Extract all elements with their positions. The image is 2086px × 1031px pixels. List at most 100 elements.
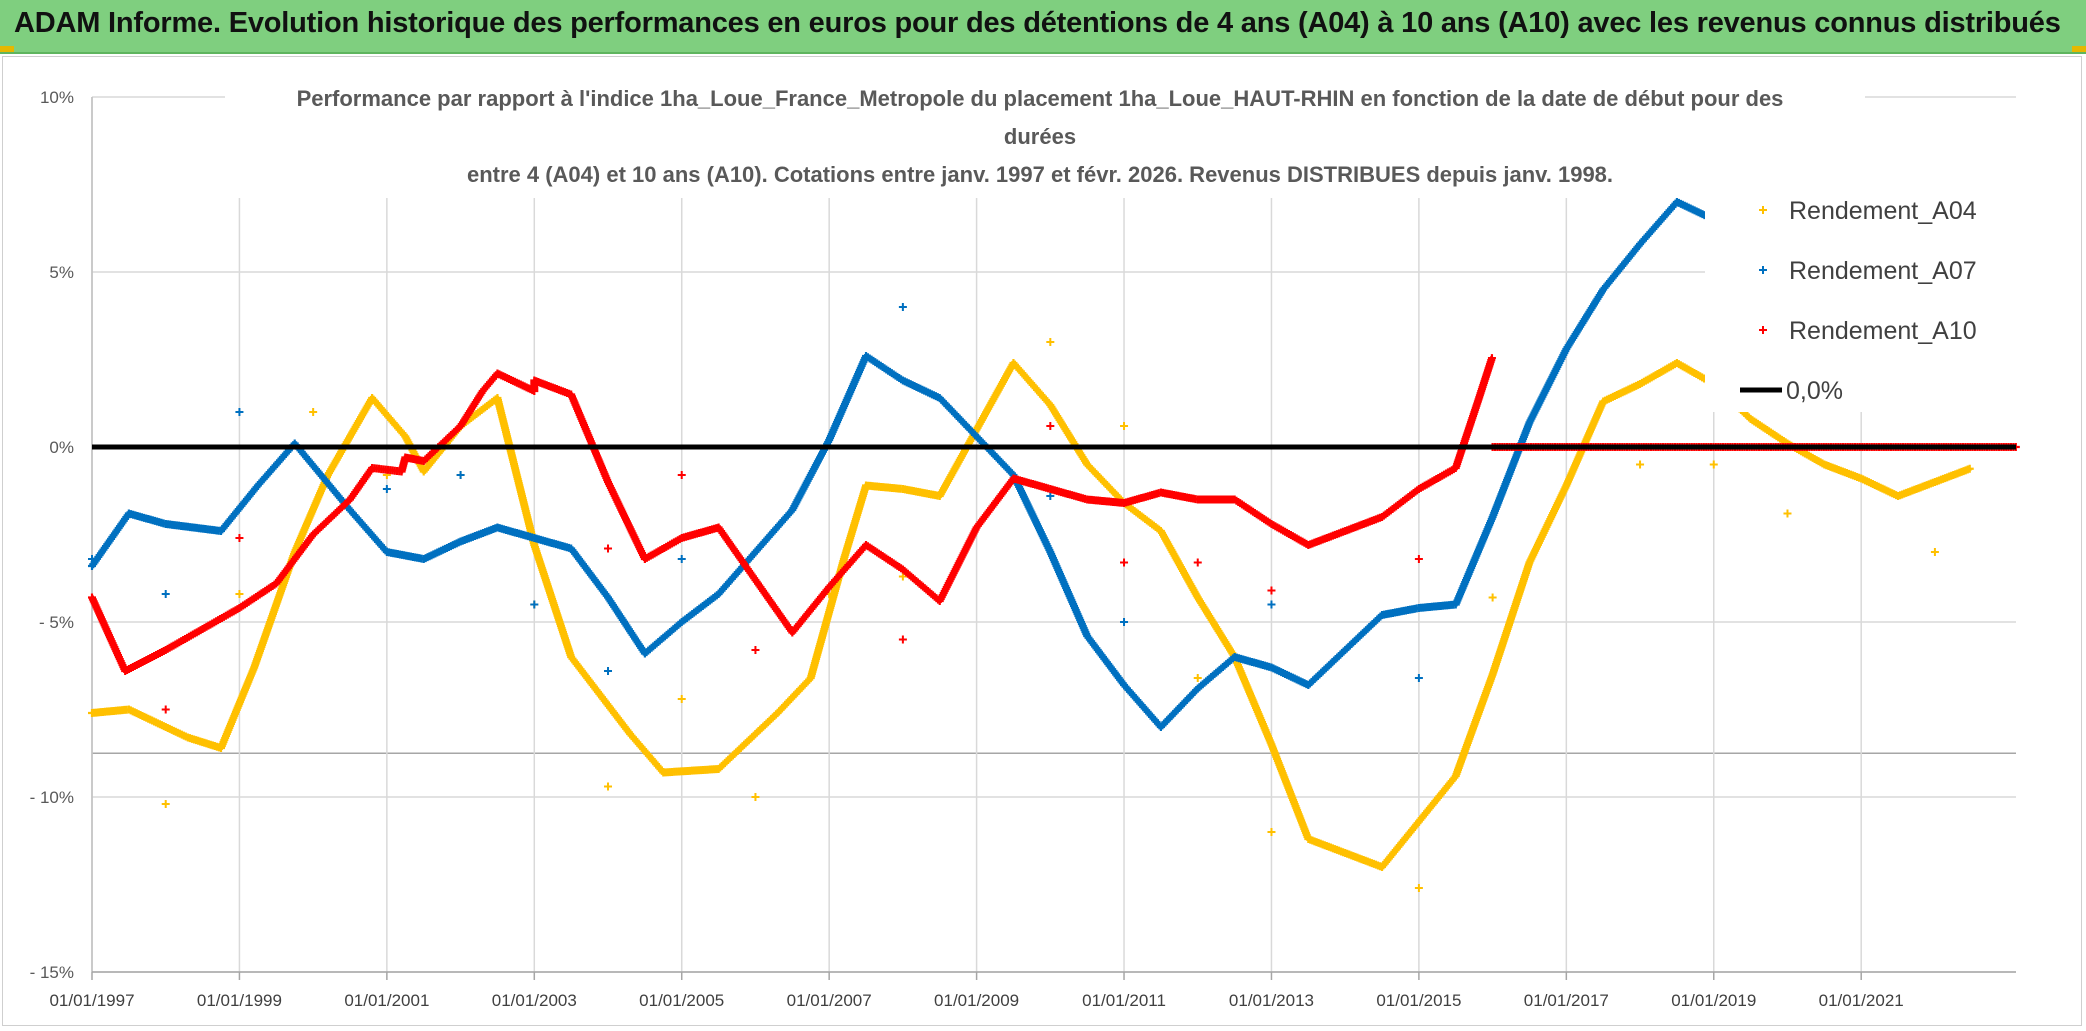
series-segment-A07 bbox=[1156, 686, 1201, 731]
series-A07 bbox=[88, 198, 1709, 731]
series-segment-A04 bbox=[567, 653, 633, 737]
series-segment-A07 bbox=[124, 509, 168, 528]
series-segment-A04 bbox=[1857, 474, 1901, 500]
series-segment-A07 bbox=[1378, 604, 1421, 619]
series-segment-A07 bbox=[1083, 632, 1127, 688]
series-segment-A07 bbox=[382, 548, 426, 563]
series-segment-A07 bbox=[751, 507, 795, 556]
outlier-point-A07 bbox=[677, 555, 686, 563]
y-tick-label: 10% bbox=[40, 88, 74, 107]
series-segment-A10 bbox=[1046, 485, 1089, 503]
series-segment-A04 bbox=[1267, 740, 1312, 841]
outlier-point-A04 bbox=[604, 782, 613, 791]
series-segment-A04 bbox=[862, 481, 905, 493]
series-segment-A07 bbox=[862, 352, 906, 384]
series-segment-A10 bbox=[1267, 520, 1311, 548]
series-segment-A10 bbox=[1473, 354, 1496, 406]
series-segment-A04 bbox=[1894, 478, 1937, 500]
x-tick-label: 01/01/2005 bbox=[639, 991, 724, 1010]
chart-title-line-2: durées bbox=[1004, 124, 1076, 149]
series-segment-A07 bbox=[972, 432, 1016, 478]
series-segment-A04 bbox=[898, 485, 942, 500]
series-segment-A04 bbox=[323, 395, 376, 479]
outlier-point-A07 bbox=[235, 408, 244, 416]
outlier-point-A07 bbox=[161, 590, 170, 598]
outlier-point-A04 bbox=[1709, 460, 1718, 469]
outlier-point-A04 bbox=[1414, 884, 1423, 892]
x-tick-label: 01/01/2007 bbox=[787, 991, 872, 1010]
outlier-point-A07 bbox=[382, 485, 391, 493]
series-segment-A10 bbox=[677, 524, 721, 542]
series-A10 bbox=[88, 354, 2020, 714]
x-tick-label: 01/01/2013 bbox=[1229, 991, 1314, 1010]
series-segment-A07 bbox=[1341, 612, 1385, 654]
y-tick-label: 0% bbox=[49, 438, 74, 457]
outlier-point-A10 bbox=[1267, 586, 1276, 595]
x-tick-label: 01/01/2015 bbox=[1376, 991, 1461, 1010]
series-segment-A07 bbox=[419, 538, 463, 563]
chart-title-line-3: entre 4 (A04) et 10 ans (A10). Cotations… bbox=[467, 162, 1613, 187]
outlier-point-A07 bbox=[604, 667, 613, 675]
series-segment-A10 bbox=[1341, 513, 1384, 535]
chart-frame bbox=[2, 56, 2082, 1026]
series-segment-A10 bbox=[493, 369, 537, 395]
x-tick-label: 01/01/2021 bbox=[1819, 991, 1904, 1010]
series-segment-A10 bbox=[198, 605, 242, 633]
series-segment-A07 bbox=[640, 619, 685, 658]
x-tick-label: 01/01/2017 bbox=[1524, 991, 1609, 1010]
outlier-point-A10 bbox=[1414, 555, 1423, 563]
legend-label-A04: Rendement_A04 bbox=[1789, 197, 1977, 225]
series-segment-A07 bbox=[898, 376, 942, 402]
outlier-point-A04 bbox=[1636, 460, 1645, 469]
series-segment-A04 bbox=[1341, 849, 1384, 871]
x-tick-label: 01/01/1997 bbox=[49, 991, 134, 1010]
series-segment-A07 bbox=[1414, 600, 1458, 612]
series-segment-A04 bbox=[88, 705, 131, 717]
series-segment-A04 bbox=[124, 705, 168, 731]
outlier-point-A04 bbox=[1046, 338, 1055, 346]
outlier-point-A04 bbox=[1120, 422, 1129, 430]
x-tick-label: 01/01/2001 bbox=[344, 991, 429, 1010]
series-segment-A04 bbox=[972, 360, 1017, 434]
series-segment-A04 bbox=[1746, 415, 1790, 447]
series-segment-A04 bbox=[493, 394, 538, 547]
series-segment-A07 bbox=[456, 524, 500, 546]
outlier-point-A10 bbox=[235, 534, 244, 542]
outlier-point-A07 bbox=[1414, 674, 1423, 682]
series-segment-A10 bbox=[862, 541, 906, 573]
series-segment-A07 bbox=[677, 591, 721, 626]
series-segment-A04 bbox=[1193, 593, 1238, 660]
series-segment-A10 bbox=[1414, 465, 1458, 493]
outlier-point-A07 bbox=[456, 471, 465, 479]
legend-swatch-A04 bbox=[1759, 206, 1767, 214]
chart-title-line-1: Performance par rapport à l'indice 1ha_L… bbox=[297, 86, 1784, 111]
outlier-point-A04 bbox=[1488, 593, 1497, 602]
series-segment-A04 bbox=[1488, 560, 1533, 679]
legend-label-zero: 0,0% bbox=[1786, 377, 1843, 405]
outlier-point-A10 bbox=[1193, 558, 1202, 567]
series-segment-A04 bbox=[1378, 819, 1422, 871]
outlier-point-A10 bbox=[604, 544, 613, 553]
banner-corner-right bbox=[2072, 46, 2086, 52]
y-tick-label: 5% bbox=[49, 263, 74, 282]
series-segment-A04 bbox=[659, 765, 721, 777]
series-segment-A04 bbox=[1820, 460, 1864, 482]
y-tick-label: - 15% bbox=[30, 963, 74, 982]
series-segment-A10 bbox=[972, 476, 1017, 532]
series-segment-A04 bbox=[714, 710, 780, 773]
outlier-point-A04 bbox=[898, 572, 907, 581]
legend-label-A10: Rendement_A10 bbox=[1789, 317, 1977, 345]
outlier-point-A07 bbox=[1046, 492, 1055, 500]
series-segment-A10 bbox=[935, 525, 980, 605]
series-segment-A10 bbox=[1304, 527, 1348, 549]
outlier-point-A04 bbox=[382, 471, 391, 479]
x-tick-label: 01/01/2011 bbox=[1082, 991, 1166, 1010]
outlier-point-A04 bbox=[1930, 548, 1939, 556]
series-segment-A04 bbox=[1525, 483, 1570, 567]
series-segment-A10 bbox=[272, 532, 316, 588]
series-segment-A07 bbox=[1525, 346, 1570, 427]
chart-legend: Rendement_A04 Rendement_A07 Rendement_A10 0… bbox=[1740, 197, 1977, 405]
series-segment-A07 bbox=[825, 354, 870, 444]
outlier-point-A04 bbox=[1267, 828, 1276, 836]
